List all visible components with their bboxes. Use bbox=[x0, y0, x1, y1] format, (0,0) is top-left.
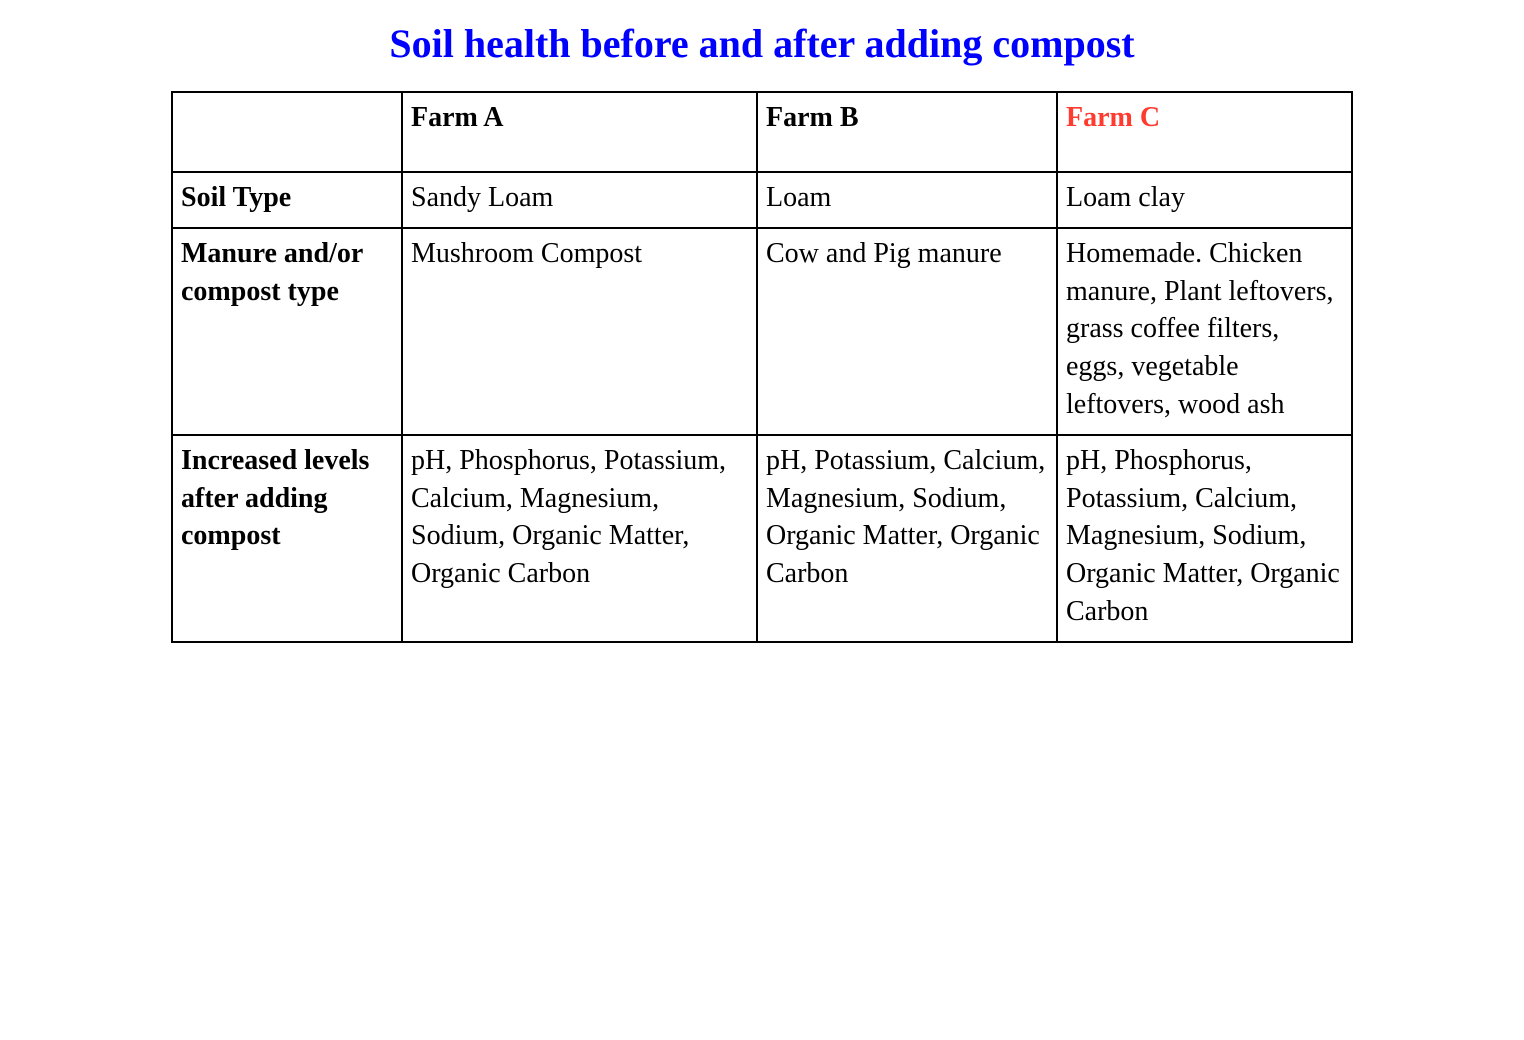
header-farm-b: Farm B bbox=[757, 92, 1057, 172]
row-label-increased-levels: Increased levels after adding compost bbox=[172, 435, 402, 642]
row-label-compost-type: Manure and/or compost type bbox=[172, 228, 402, 435]
cell-soil-type-farm-c: Loam clay bbox=[1057, 172, 1352, 228]
table-header-row: Farm A Farm B Farm C bbox=[172, 92, 1352, 172]
header-farm-a: Farm A bbox=[402, 92, 757, 172]
header-farm-c: Farm C bbox=[1057, 92, 1352, 172]
cell-compost-type-farm-a: Mushroom Compost bbox=[402, 228, 757, 435]
header-empty bbox=[172, 92, 402, 172]
cell-increased-farm-b: pH, Potassium, Calcium, Magnesium, Sodiu… bbox=[757, 435, 1057, 642]
page-title: Soil health before and after adding comp… bbox=[20, 20, 1504, 67]
cell-soil-type-farm-b: Loam bbox=[757, 172, 1057, 228]
cell-soil-type-farm-a: Sandy Loam bbox=[402, 172, 757, 228]
cell-compost-type-farm-c: Homemade. Chicken manure, Plant leftover… bbox=[1057, 228, 1352, 435]
table-row: Increased levels after adding compost pH… bbox=[172, 435, 1352, 642]
cell-compost-type-farm-b: Cow and Pig manure bbox=[757, 228, 1057, 435]
soil-health-table: Farm A Farm B Farm C Soil Type Sandy Loa… bbox=[171, 91, 1353, 643]
table-row: Manure and/or compost type Mushroom Comp… bbox=[172, 228, 1352, 435]
cell-increased-farm-c: pH, Phosphorus, Potassium, Calcium, Magn… bbox=[1057, 435, 1352, 642]
table-row: Soil Type Sandy Loam Loam Loam clay bbox=[172, 172, 1352, 228]
cell-increased-farm-a: pH, Phosphorus, Potassium, Calcium, Magn… bbox=[402, 435, 757, 642]
row-label-soil-type: Soil Type bbox=[172, 172, 402, 228]
